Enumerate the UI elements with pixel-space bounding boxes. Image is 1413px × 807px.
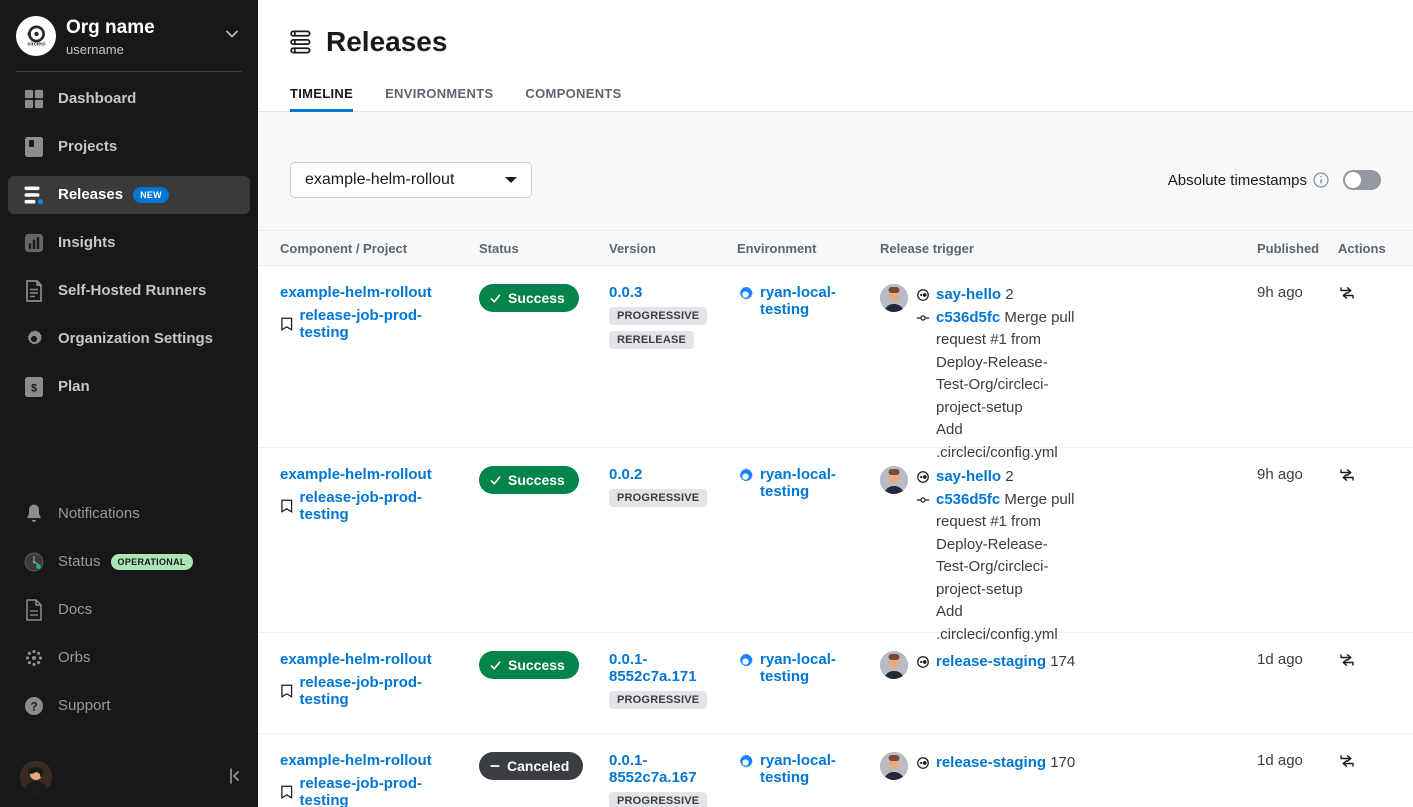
svg-text:$: $ [31, 382, 37, 394]
svg-text:circleci: circleci [27, 41, 46, 47]
svg-text:?: ? [30, 699, 37, 713]
